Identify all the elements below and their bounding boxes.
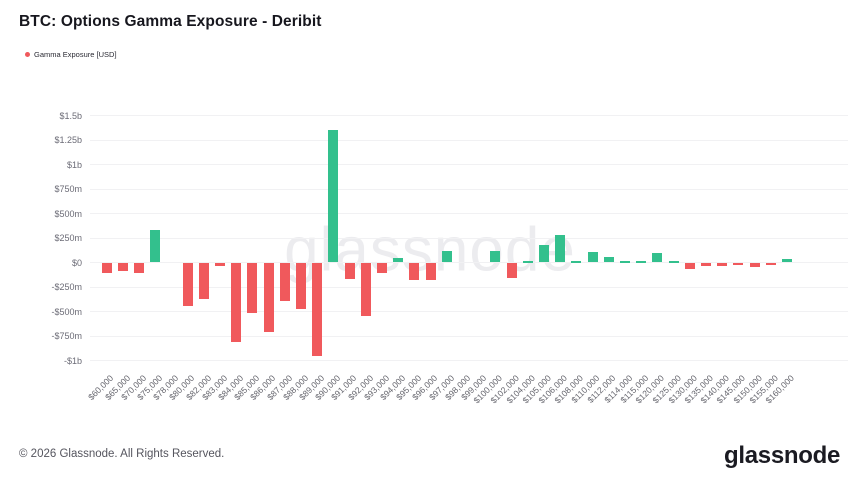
legend-label: Gamma Exposure [USD]: [34, 50, 117, 59]
bar-$60,000[interactable]: [101, 262, 112, 274]
bar-$85,000[interactable]: [247, 262, 258, 314]
y-axis-label: -$750m: [51, 331, 82, 341]
gridline: [90, 335, 848, 337]
y-axis-label: -$500m: [51, 306, 82, 317]
bar-$93,000[interactable]: [376, 262, 387, 273]
bar-$82,000[interactable]: [198, 262, 209, 299]
bar-$96,000[interactable]: [425, 262, 436, 280]
bar-$89,000[interactable]: [312, 262, 323, 356]
bar-$70,000[interactable]: [133, 262, 144, 274]
bar-$94,000[interactable]: [393, 258, 404, 263]
bar-$140,000[interactable]: [717, 262, 728, 267]
bar-$75,000[interactable]: [150, 230, 161, 263]
bar-$155,000[interactable]: [765, 262, 776, 265]
bar-$112,000[interactable]: [603, 257, 614, 263]
bar-$125,000[interactable]: [668, 260, 679, 263]
bar-$65,000[interactable]: [117, 262, 128, 271]
bar-$84,000[interactable]: [231, 262, 242, 342]
bar-$86,000[interactable]: [263, 262, 274, 333]
bar-$83,000[interactable]: [214, 262, 225, 267]
bar-$80,000[interactable]: [182, 262, 193, 306]
gridline: [90, 164, 848, 165]
bar-$100,000[interactable]: [490, 251, 501, 263]
bar-$95,000[interactable]: [409, 262, 420, 280]
gridline: [90, 237, 848, 239]
y-axis-label: $1.25b: [54, 135, 82, 145]
y-axis-label: $750m: [54, 184, 82, 194]
bar-$114,000[interactable]: [619, 260, 630, 263]
gridline: [90, 115, 848, 116]
legend-item-gamma-exposure[interactable]: Gamma Exposure [USD]: [25, 50, 117, 59]
y-axis-label: $250m: [54, 233, 82, 243]
bar-$160,000[interactable]: [781, 258, 792, 263]
gridline: [90, 286, 848, 288]
y-axis-label: $1b: [66, 159, 82, 170]
gridline: [90, 139, 848, 141]
bar-$115,000[interactable]: [636, 260, 647, 263]
bar-$135,000[interactable]: [700, 262, 711, 267]
bar-$130,000[interactable]: [684, 262, 695, 270]
bar-$120,000[interactable]: [652, 253, 663, 263]
bar-$110,000[interactable]: [587, 252, 598, 263]
page-title: BTC: Options Gamma Exposure - Deribit: [19, 13, 322, 30]
y-axis-label: -$250m: [51, 282, 82, 292]
glassnode-logo: glassnode: [724, 442, 840, 469]
bar-$108,000[interactable]: [571, 260, 582, 263]
bar-$150,000[interactable]: [749, 262, 760, 267]
bar-$106,000[interactable]: [555, 235, 566, 263]
bar-$105,000[interactable]: [538, 244, 549, 263]
bar-$102,000[interactable]: [506, 262, 517, 278]
copyright-text: © 2026 Glassnode. All Rights Reserved.: [19, 448, 225, 460]
gridline: [90, 213, 848, 214]
y-axis-label: $500m: [54, 208, 82, 219]
bar-$104,000[interactable]: [522, 260, 533, 263]
bar-$92,000[interactable]: [360, 262, 371, 317]
bar-$91,000[interactable]: [344, 262, 355, 279]
gridline: [90, 188, 848, 190]
bar-$145,000[interactable]: [733, 262, 744, 265]
gridline: [90, 262, 848, 263]
gridline: [90, 360, 848, 361]
gridline: [90, 311, 848, 312]
y-axis-label: -$1b: [63, 355, 82, 366]
y-axis-label: $1.5b: [59, 110, 82, 121]
bar-$87,000[interactable]: [279, 262, 290, 301]
bar-$97,000[interactable]: [441, 250, 452, 263]
bar-$88,000[interactable]: [295, 262, 306, 309]
bar-$90,000[interactable]: [328, 130, 339, 263]
legend-marker-icon: [25, 52, 30, 57]
y-axis-label: $0: [71, 257, 82, 268]
